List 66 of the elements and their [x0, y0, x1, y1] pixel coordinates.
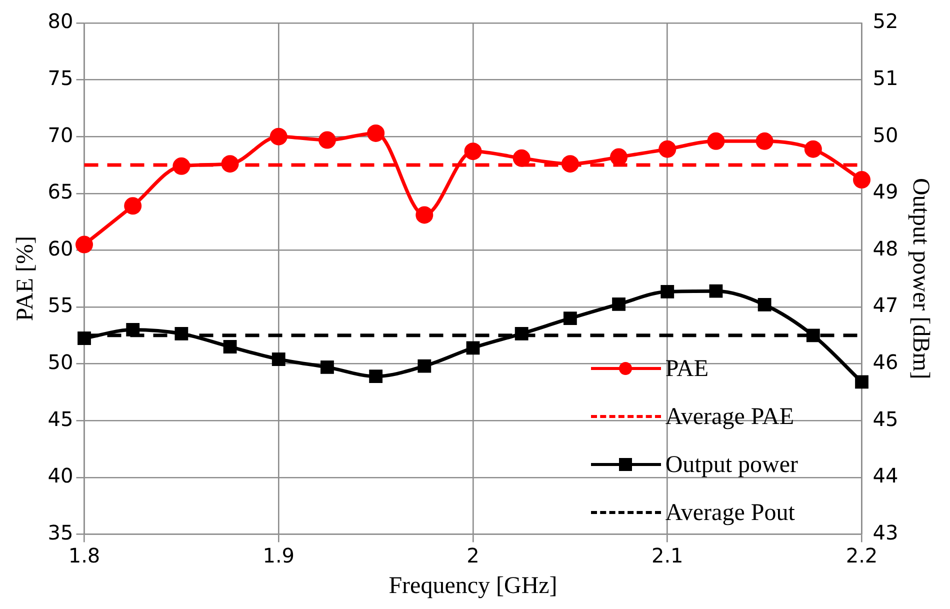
point	[270, 128, 288, 146]
point	[804, 140, 822, 158]
point	[853, 171, 870, 189]
y-axis-title: PAE [%]	[12, 236, 39, 322]
y2-tick-label: 48	[872, 236, 898, 260]
point	[756, 132, 774, 150]
point	[76, 236, 93, 254]
point	[418, 359, 432, 373]
y-tick-label: 45	[48, 406, 74, 431]
x-tick-label: 2.1	[651, 543, 684, 568]
y-tick-label: 35	[48, 520, 74, 544]
y2-tick-label: 52	[872, 9, 898, 34]
point	[172, 157, 190, 175]
point	[320, 360, 334, 374]
y-tick-label: 80	[48, 9, 74, 34]
point	[610, 148, 628, 166]
y-tick-label: 60	[48, 236, 74, 260]
legend-label: Average Pout	[665, 500, 795, 526]
point	[514, 326, 528, 340]
point	[174, 326, 188, 340]
x-tick-label: 2.2	[846, 543, 878, 568]
y2-axis-title: Output power [dBm]	[907, 178, 934, 380]
point	[318, 131, 336, 149]
legend-label: PAE	[665, 356, 708, 382]
y-tick-label: 55	[48, 293, 74, 318]
y2-tick-label: 51	[872, 66, 898, 90]
point	[512, 149, 530, 167]
y2-tick-label: 49	[872, 180, 898, 204]
y2-tick-label: 44	[872, 464, 898, 488]
point	[612, 297, 626, 311]
y2-tick-label: 45	[872, 406, 898, 431]
point	[660, 284, 674, 298]
point	[367, 124, 385, 142]
x-tick-label: 1.8	[68, 543, 100, 568]
point	[806, 328, 820, 342]
y-tick-label: 40	[48, 464, 74, 488]
point	[709, 284, 723, 298]
point	[272, 352, 286, 366]
point	[126, 323, 140, 336]
point	[464, 142, 482, 160]
x-axis-title: Frequency [GHz]	[388, 572, 558, 599]
point	[124, 197, 142, 215]
y2-tick-label: 46	[872, 350, 898, 374]
y2-tick-label: 50	[872, 122, 898, 147]
y-tick-label: 50	[48, 350, 74, 374]
y-tick-label: 75	[48, 66, 74, 90]
legend-label: Output power	[665, 452, 798, 478]
point	[658, 140, 676, 158]
x-tick-label: 1.9	[262, 543, 295, 568]
point	[78, 332, 91, 345]
point	[466, 341, 480, 355]
point	[416, 206, 434, 224]
y2-tick-label: 43	[872, 520, 898, 544]
x-tick-label: 2	[466, 543, 480, 568]
point	[223, 340, 237, 354]
y-tick-label: 70	[48, 122, 74, 147]
point	[758, 298, 772, 312]
point	[221, 155, 239, 173]
point	[369, 370, 383, 383]
y2-tick-label: 47	[872, 293, 898, 318]
point	[561, 155, 579, 173]
point	[855, 375, 868, 389]
point	[707, 132, 725, 150]
legend-label: Average PAE	[665, 404, 794, 430]
y-tick-label: 65	[48, 180, 74, 204]
point	[563, 312, 577, 326]
